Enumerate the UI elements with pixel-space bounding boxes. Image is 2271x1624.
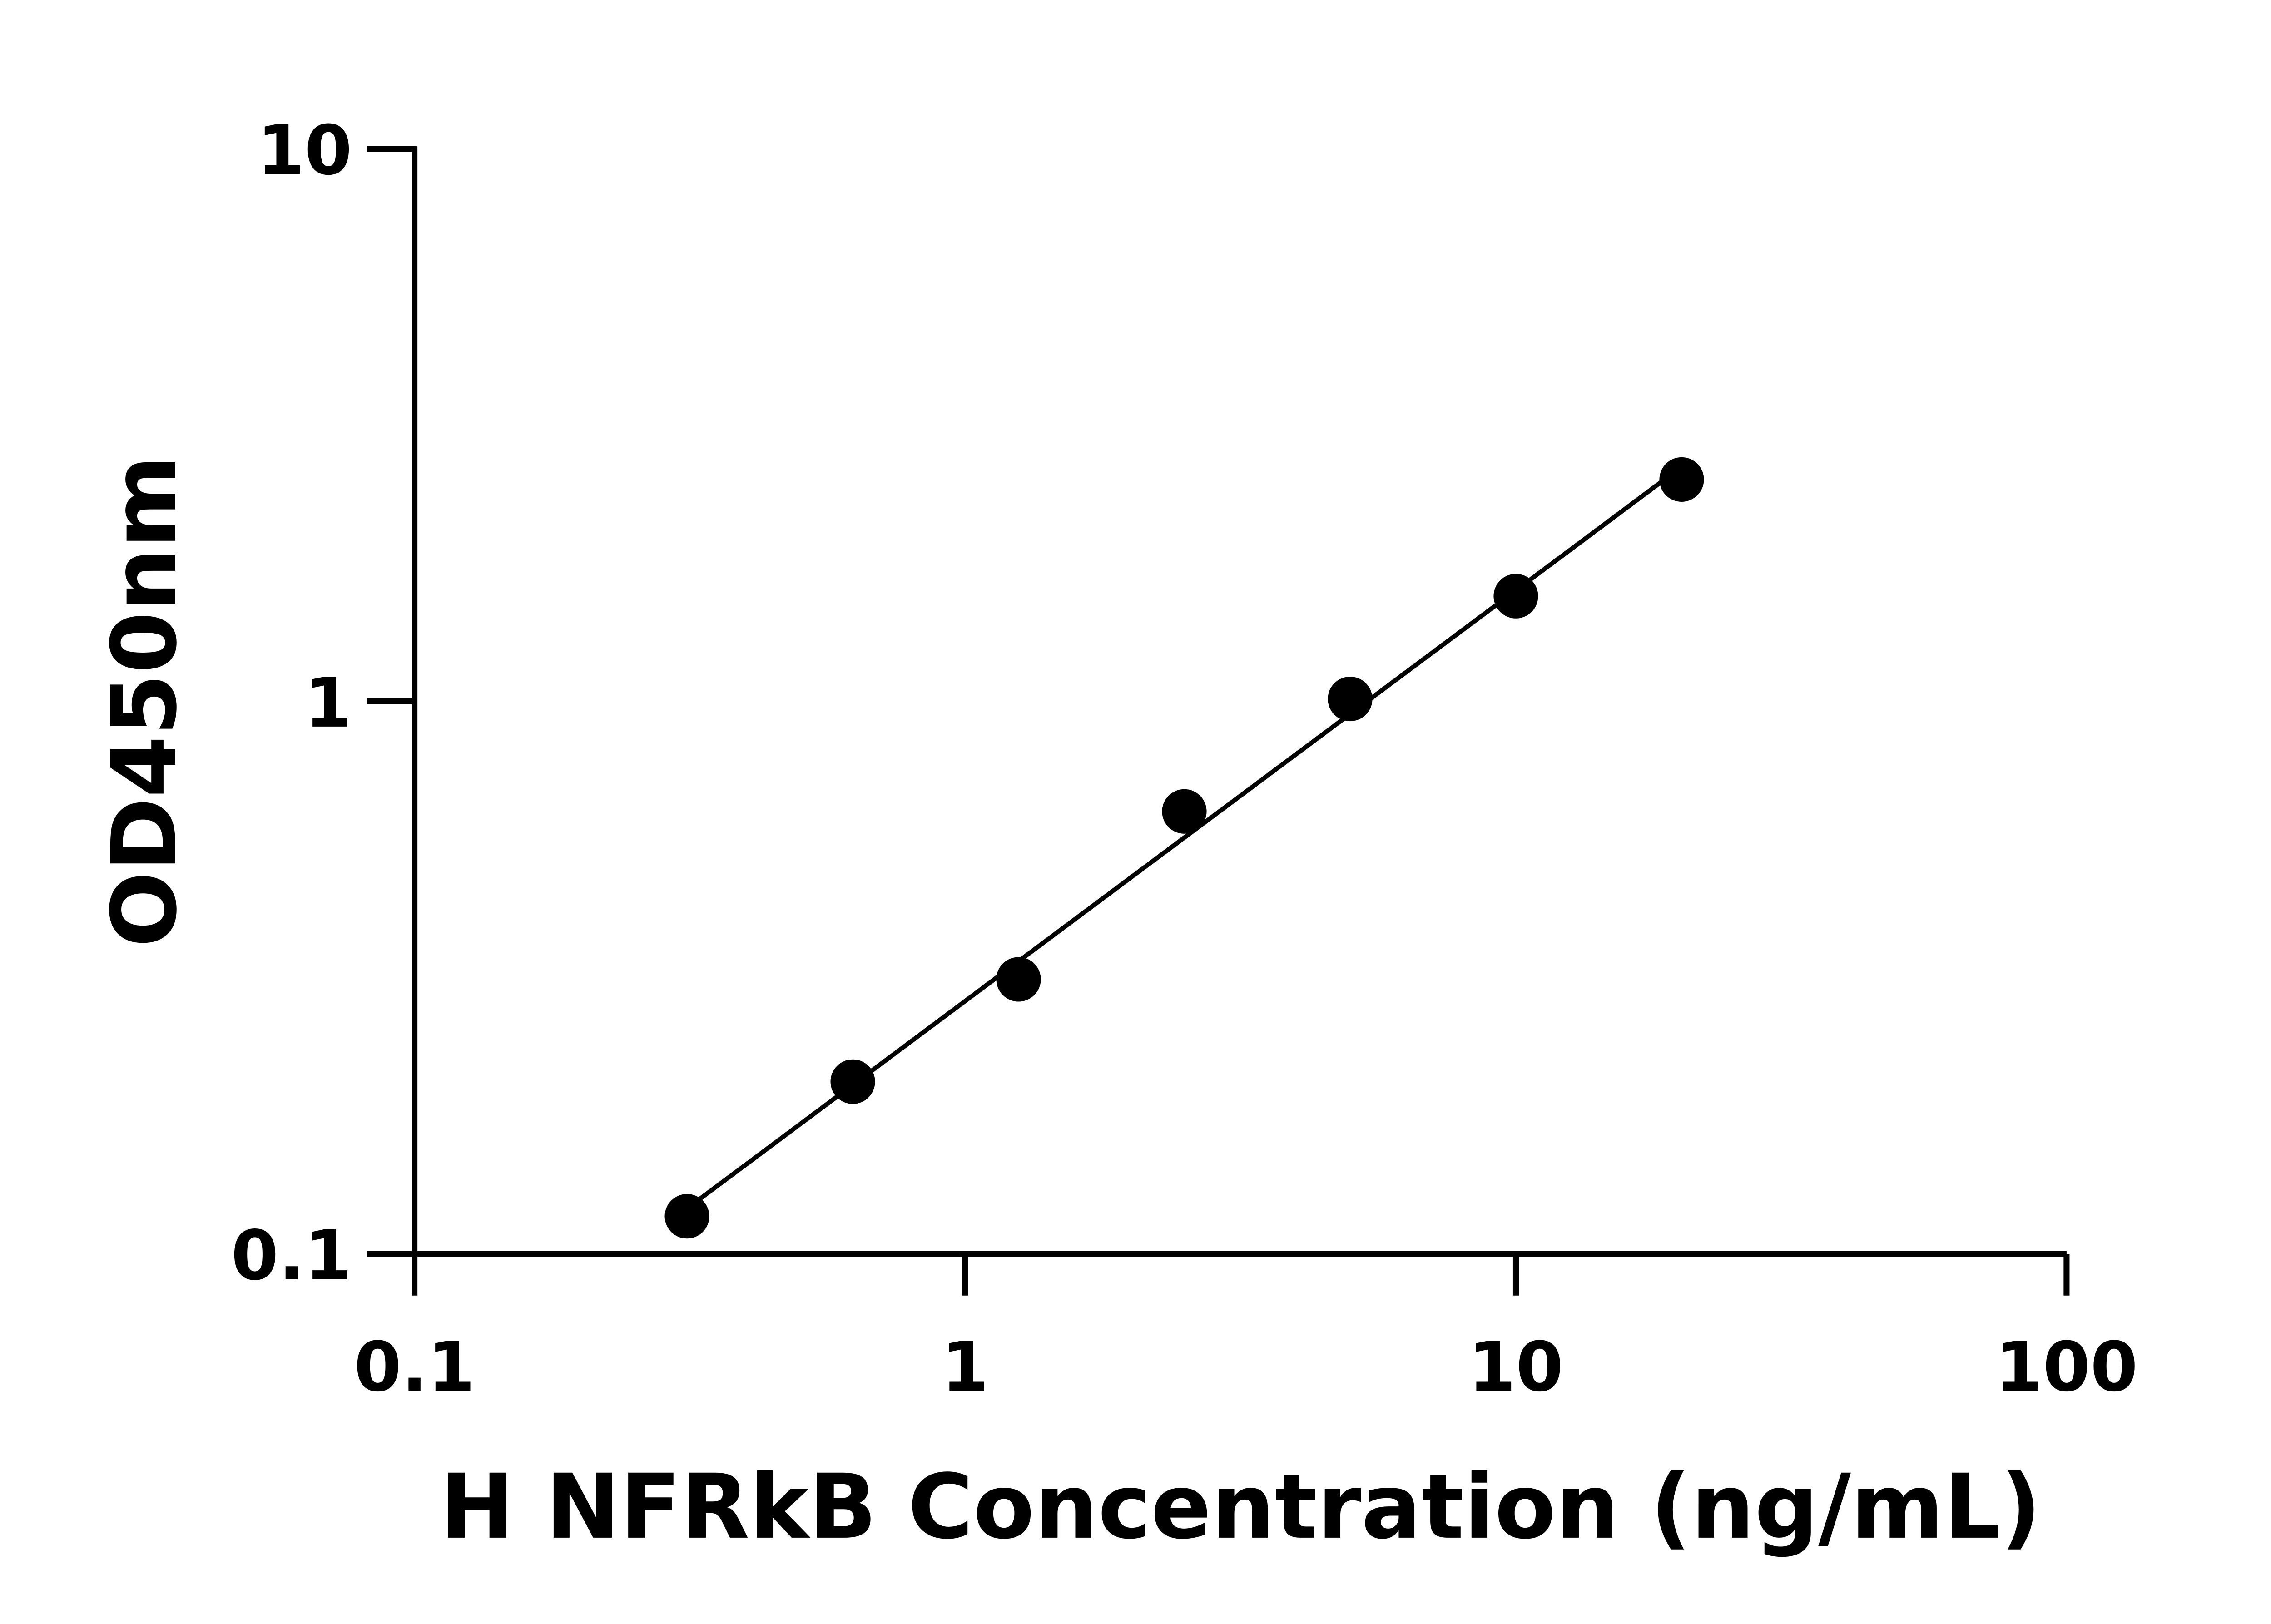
x-axis-label: H NFRkB Concentration (ng/mL) <box>440 1456 2041 1559</box>
x-tick-label: 10 <box>1468 1327 1563 1407</box>
fit-line <box>685 465 1683 1211</box>
axes <box>367 145 2070 1296</box>
y-tick-label: 1 <box>305 663 352 743</box>
data-point <box>996 957 1041 1002</box>
data-point <box>664 1194 709 1239</box>
data-point <box>1493 574 1538 619</box>
x-tick-label: 1 <box>942 1327 989 1407</box>
data-point <box>1162 789 1207 834</box>
x-tick-label: 100 <box>1995 1327 2138 1407</box>
data-point <box>1659 457 1704 502</box>
y-tick-label: 0.1 <box>231 1216 352 1296</box>
marks <box>664 457 1704 1239</box>
data-point <box>830 1059 875 1104</box>
data-point <box>1328 676 1373 722</box>
tick-labels: 0.1 1 10 100 0.1 1 10 <box>231 111 2138 1407</box>
y-tick-label: 10 <box>257 111 352 190</box>
y-axis-label: OD450nm <box>93 456 197 948</box>
x-tick-label: 0.1 <box>354 1327 475 1407</box>
